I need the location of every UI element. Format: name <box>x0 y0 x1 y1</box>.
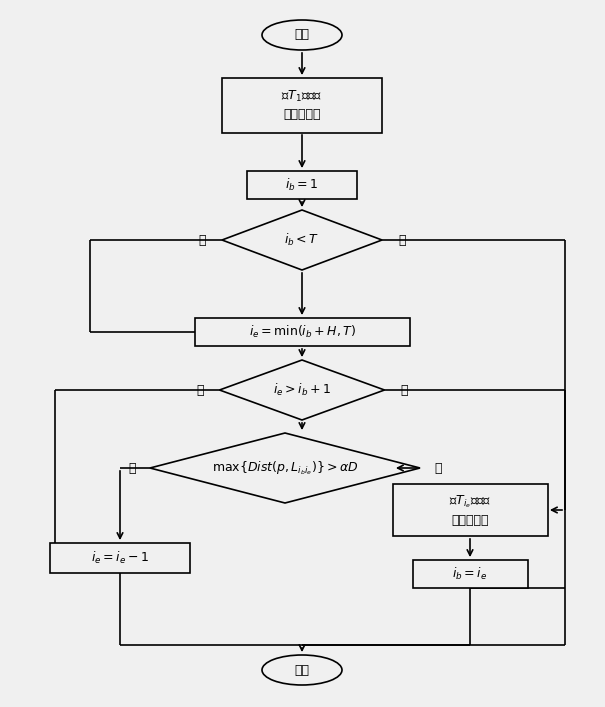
Text: 是: 是 <box>128 462 136 474</box>
Text: 否: 否 <box>434 462 442 474</box>
FancyBboxPatch shape <box>247 171 357 199</box>
Text: 是: 是 <box>198 233 206 247</box>
Text: $i_b<T$: $i_b<T$ <box>284 232 319 248</box>
Ellipse shape <box>262 655 342 685</box>
Text: 否: 否 <box>398 233 406 247</box>
Text: 将$T_{i_e}$设置为
关键引导点: 将$T_{i_e}$设置为 关键引导点 <box>449 493 491 527</box>
Text: 将$T_1$设置为
关键引导点: 将$T_1$设置为 关键引导点 <box>281 89 322 121</box>
FancyBboxPatch shape <box>194 318 410 346</box>
Text: 否: 否 <box>401 383 408 397</box>
Polygon shape <box>222 210 382 270</box>
Text: $i_e=\min(i_b+H,T)$: $i_e=\min(i_b+H,T)$ <box>249 324 356 340</box>
FancyBboxPatch shape <box>393 484 548 536</box>
Text: 是: 是 <box>196 383 204 397</box>
Text: $i_b=i_e$: $i_b=i_e$ <box>453 566 488 582</box>
Text: $i_e=i_e-1$: $i_e=i_e-1$ <box>91 550 149 566</box>
Text: 开始: 开始 <box>295 28 310 42</box>
FancyBboxPatch shape <box>413 560 528 588</box>
FancyBboxPatch shape <box>222 78 382 132</box>
Text: $i_e>i_b+1$: $i_e>i_b+1$ <box>273 382 331 398</box>
Polygon shape <box>150 433 420 503</box>
Ellipse shape <box>262 20 342 50</box>
FancyBboxPatch shape <box>50 543 190 573</box>
Polygon shape <box>220 360 385 420</box>
Text: $i_b=1$: $i_b=1$ <box>286 177 319 193</box>
Text: $\max\{Dist(p,L_{i_bi_e})\}>\alpha D$: $\max\{Dist(p,L_{i_bi_e})\}>\alpha D$ <box>212 460 358 477</box>
Text: 结束: 结束 <box>295 663 310 677</box>
